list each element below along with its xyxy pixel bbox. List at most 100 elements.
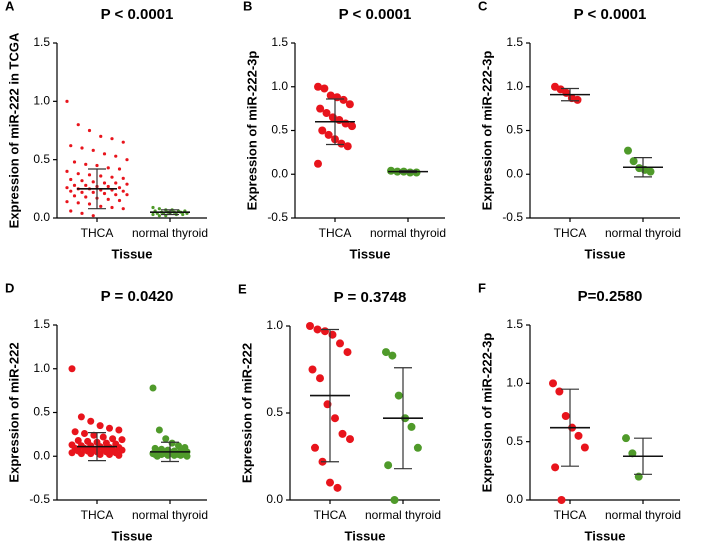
x-tick-label: normal thyroid [132, 508, 208, 522]
panel-label: C [478, 0, 488, 13]
x-axis-label: Tissue [585, 246, 626, 261]
data-point [77, 450, 85, 458]
data-point [573, 95, 582, 104]
data-point [87, 128, 92, 133]
data-point [114, 181, 118, 185]
data-point [346, 435, 354, 444]
data-point [322, 109, 331, 117]
data-point [80, 190, 84, 194]
y-axis-label: Expression of miR-222-3p [244, 51, 259, 211]
data-point [316, 104, 325, 113]
data-point [68, 449, 76, 457]
y-tick-label: 0.0 [506, 166, 523, 180]
data-point [80, 146, 84, 150]
data-point [99, 204, 103, 208]
data-point [628, 449, 637, 458]
data-point [99, 433, 107, 441]
y-tick-label: 0.5 [266, 405, 283, 419]
x-axis-label: Tissue [112, 528, 153, 543]
data-point [394, 391, 403, 400]
x-tick-label: normal thyroid [605, 508, 681, 522]
y-tick-label: -0.5 [267, 210, 288, 224]
data-point [96, 451, 104, 458]
panel-label: E [238, 281, 247, 296]
x-tick-label: THCA [81, 508, 114, 522]
data-point [333, 483, 342, 492]
data-point [72, 160, 77, 164]
data-point [314, 82, 322, 91]
data-point [69, 209, 73, 213]
data-point [326, 91, 335, 100]
y-tick-label: 1.0 [506, 79, 523, 93]
data-point [387, 166, 395, 175]
x-tick-label: normal thyroid [370, 226, 446, 240]
data-point [102, 152, 107, 156]
y-tick-label: 1.0 [266, 318, 283, 332]
y-tick-label: 1.5 [33, 35, 50, 49]
data-point [90, 431, 98, 439]
data-point [316, 374, 324, 383]
x-axis-label: Tissue [112, 246, 153, 261]
panel-label: D [5, 280, 14, 295]
data-point [343, 142, 352, 151]
data-point [91, 214, 95, 218]
data-point [99, 174, 103, 178]
y-tick-label: -0.5 [502, 210, 523, 224]
data-point [306, 322, 314, 330]
data-point [110, 175, 114, 179]
y-tick-label: 1.0 [271, 79, 288, 93]
data-point [149, 384, 157, 392]
y-tick-label: 1.5 [271, 35, 288, 49]
data-point [183, 452, 191, 460]
data-point [91, 180, 95, 184]
data-point [320, 84, 329, 93]
data-point [91, 148, 95, 152]
data-point [338, 429, 347, 438]
data-point [87, 417, 95, 425]
data-point [151, 205, 155, 210]
x-tick-label: THCA [319, 226, 352, 240]
data-point [114, 154, 118, 158]
x-axis-label: Tissue [585, 528, 626, 543]
data-point [84, 162, 88, 166]
data-point [557, 496, 566, 504]
data-point [155, 426, 163, 434]
data-point [76, 123, 80, 127]
y-tick-label: 1.5 [506, 317, 523, 331]
x-tick-label: normal thyroid [132, 226, 208, 240]
y-tick-label: -0.5 [29, 492, 50, 506]
chart-title: P = 0.3748 [334, 289, 407, 306]
data-point [114, 193, 118, 197]
y-tick-label: 0.5 [271, 123, 288, 137]
data-point [549, 379, 557, 388]
data-point [68, 365, 76, 373]
data-point [72, 183, 77, 187]
data-point [157, 207, 161, 211]
data-point [106, 166, 110, 170]
data-point [69, 144, 73, 148]
data-point [71, 428, 79, 436]
data-point [110, 205, 114, 210]
data-point [106, 451, 113, 458]
data-point [77, 413, 85, 421]
data-point [345, 100, 354, 109]
x-tick-label: normal thyroid [605, 226, 681, 240]
data-point [81, 430, 88, 437]
y-axis-label: Expression of miR-222-3p [479, 51, 494, 211]
y-tick-label: 1.5 [33, 317, 50, 331]
data-point [95, 163, 99, 168]
data-point [407, 422, 416, 431]
data-point [102, 191, 107, 196]
y-axis-label: Expression of miR-222 [6, 342, 21, 482]
data-point [69, 177, 73, 182]
chart-title: P < 0.0001 [574, 6, 647, 23]
data-point [125, 182, 129, 186]
y-tick-label: 0.0 [266, 492, 283, 506]
x-tick-label: normal thyroid [365, 508, 441, 522]
data-point [170, 451, 178, 459]
data-point [65, 99, 69, 103]
y-tick-label: 0.5 [506, 123, 523, 137]
panel-label: F [478, 280, 486, 295]
y-axis-label: Expression of miR-222 in TCGA [6, 32, 21, 228]
